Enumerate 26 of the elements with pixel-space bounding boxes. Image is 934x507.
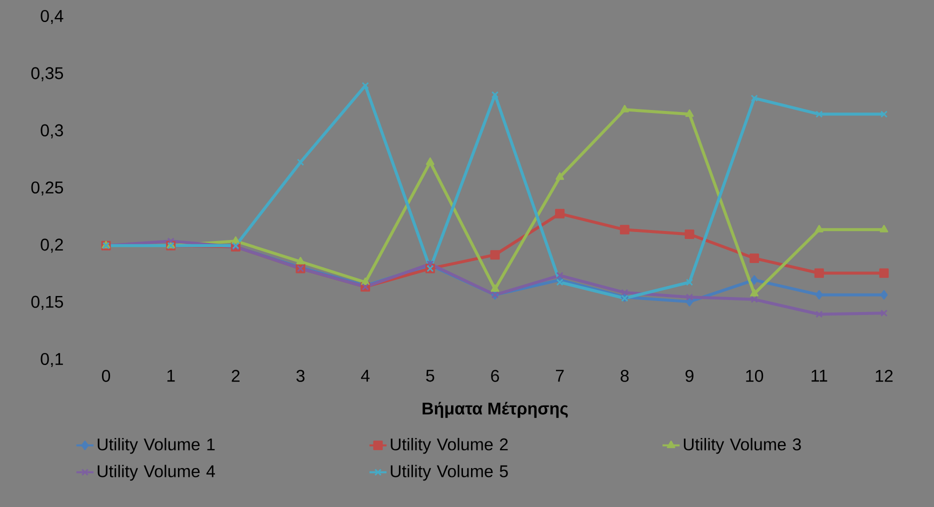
y-tick-label: 0,2: [40, 238, 63, 253]
legend-label: Utility Volume 5: [390, 464, 508, 481]
y-tick-label: 0,3: [40, 124, 63, 138]
x-tick-label: 9: [686, 370, 694, 382]
legend-label: Utility Volume 2: [390, 438, 508, 454]
y-tick-label: 0,15: [31, 296, 64, 310]
y-tick-label: 0,1: [40, 352, 63, 368]
x-tick-label: 8: [620, 370, 629, 382]
legend-label: Utility Volume 1: [98, 438, 215, 454]
y-tick-label: 0,35: [31, 67, 64, 82]
y-tick-label: 0,25: [31, 181, 64, 196]
x-axis-title: Βήματα Μέτρησης: [422, 402, 568, 418]
x-tick-label: 3: [296, 370, 304, 382]
x-tick-label: 1: [167, 370, 175, 382]
x-tick-label: 7: [556, 370, 564, 382]
x-tick-label: 2: [232, 370, 240, 382]
legend-label: Utility Volume 3: [684, 438, 801, 454]
x-tick-label: 4: [361, 370, 370, 382]
x-tick-label: 6: [491, 370, 499, 382]
x-tick-label: 11: [812, 370, 828, 382]
x-tick-label: 12: [876, 370, 893, 382]
x-tick-label: 5: [426, 370, 434, 382]
y-tick-label: 0,4: [40, 10, 64, 24]
x-tick-label: 10: [746, 370, 764, 382]
legend-label: Utility Volume 4: [98, 464, 215, 481]
x-tick-label: 0: [102, 370, 110, 382]
